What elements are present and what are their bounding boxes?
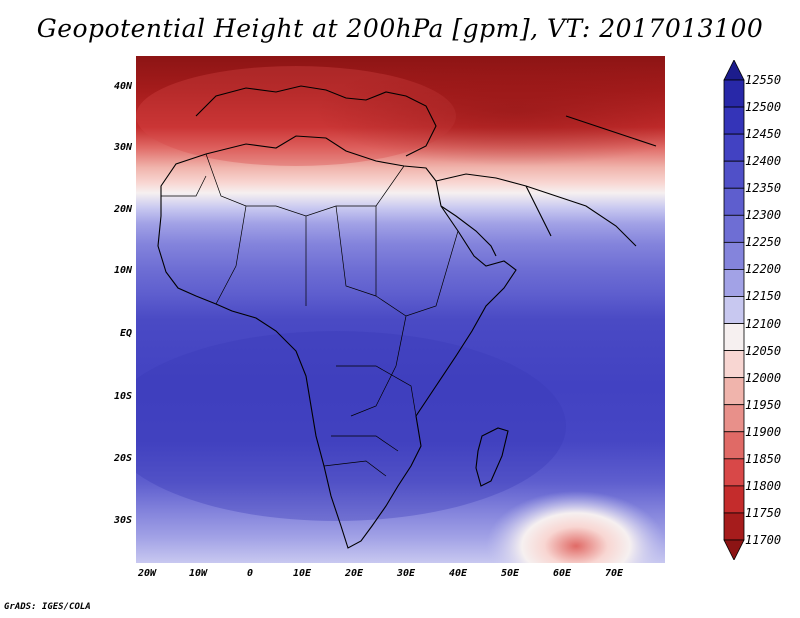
colorbar-label: 11700 <box>745 533 782 547</box>
geopotential-height-map <box>106 56 716 601</box>
colorbar-label: 12150 <box>745 289 782 304</box>
lat-label-10n: 10N <box>113 265 132 276</box>
colorbar-label: 12450 <box>745 127 782 142</box>
colorbar-label: 12200 <box>745 262 782 277</box>
colorbar-arrow-top <box>723 60 745 81</box>
colorbar-box <box>723 214 745 243</box>
colorbar-label: 12250 <box>745 235 782 250</box>
colorbar-box <box>723 79 745 108</box>
colorbar-label: 11950 <box>745 397 782 412</box>
colorbar-label: 12400 <box>745 154 782 169</box>
lat-label-20s: 20S <box>113 453 132 464</box>
country-borders <box>161 153 459 477</box>
colorbar-box <box>723 458 745 487</box>
lon-label-60e: 60E <box>552 568 572 579</box>
lat-label-30n: 30N <box>113 142 132 153</box>
page-title: Geopotential Height at 200hPa [gpm], VT:… <box>36 14 764 43</box>
colorbar-label: 11850 <box>745 451 782 466</box>
lon-label-40e: 40E <box>448 568 468 579</box>
colorbar-arrow-bottom <box>723 539 745 560</box>
lat-label-10s: 10S <box>113 391 132 402</box>
colorbar-box <box>723 106 745 135</box>
lat-label-eq: EQ <box>119 328 132 339</box>
lat-label-30s: 30S <box>113 515 132 526</box>
colorbar-label: 11750 <box>745 505 782 520</box>
colorbar-label: 12300 <box>745 208 782 223</box>
colorbar-box <box>723 350 745 379</box>
colorbar <box>723 60 745 560</box>
colorbar-box <box>723 133 745 162</box>
colorbar-box <box>723 377 745 406</box>
colorbar-label: 12000 <box>745 370 782 385</box>
lon-label-20e: 20E <box>344 568 364 579</box>
lon-label-70e: 70E <box>604 568 624 579</box>
lon-label-10w: 10W <box>188 568 208 579</box>
lat-label-40n: 40N <box>113 81 132 92</box>
lon-label-20w: 20W <box>137 568 157 579</box>
colorbar-box <box>723 431 745 460</box>
colorbar-box <box>723 485 745 514</box>
high-south <box>106 331 566 521</box>
colorbar-box <box>723 241 745 270</box>
colorbar-label: 12050 <box>745 343 782 358</box>
lon-label-0: 0 <box>246 568 254 579</box>
lon-label-10e: 10E <box>292 568 312 579</box>
lon-label-30e: 30E <box>396 568 416 579</box>
colorbar-box <box>723 323 745 351</box>
colorbar-label: 12100 <box>745 316 782 331</box>
colorbar-label: 11900 <box>745 424 782 439</box>
colorbar-label: 12350 <box>745 181 782 196</box>
colorbar-box <box>723 269 745 297</box>
colorbar-box <box>723 296 745 324</box>
map-canvas <box>106 56 716 601</box>
lat-label-20n: 20N <box>113 204 132 215</box>
colorbar-box <box>723 160 745 189</box>
colorbar-label: 12500 <box>745 100 782 115</box>
colorbar-label: 12550 <box>745 73 782 87</box>
trough-east <box>316 56 716 166</box>
colorbar-box <box>723 404 745 433</box>
lon-label-50e: 50E <box>500 568 520 579</box>
colorbar-box <box>723 187 745 216</box>
colorbar-label: 11800 <box>745 478 782 493</box>
colorbar-box <box>723 512 745 541</box>
credit-label: GrADS: IGES/COLA <box>4 602 91 612</box>
